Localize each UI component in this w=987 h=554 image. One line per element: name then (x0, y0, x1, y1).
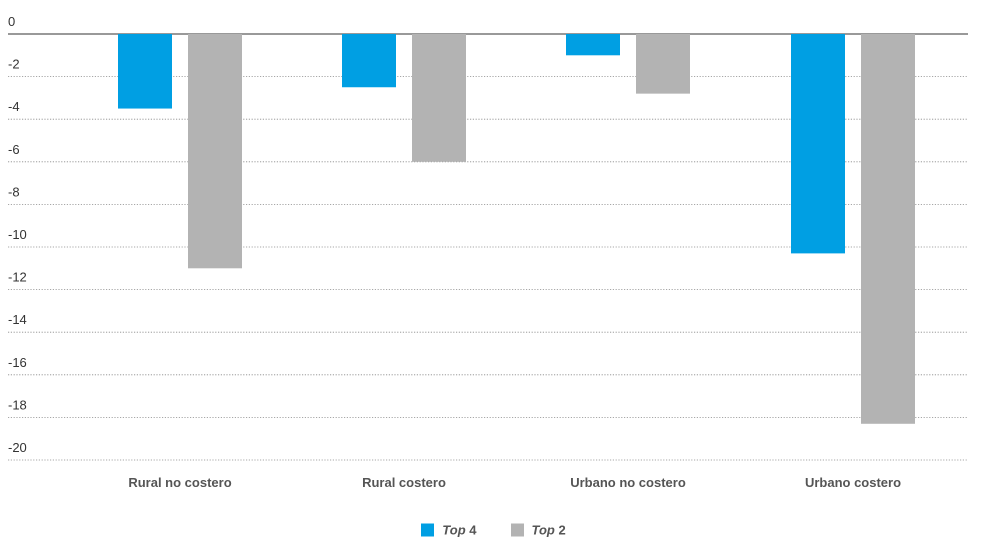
legend-item-top-4: Top 4 (421, 523, 477, 538)
x-category-label: Urbano no costero (570, 475, 686, 490)
y-tick-label: -12 (8, 270, 27, 285)
y-tick-label: -20 (8, 440, 27, 455)
legend-item-top-2: Top 2 (510, 523, 566, 538)
bar-top-4-rural-no-costero (118, 34, 172, 109)
bars (118, 34, 915, 424)
y-tick-label: -10 (8, 227, 27, 242)
bar-top-4-urbano-costero (791, 34, 845, 254)
x-axis-category-labels: Rural no costero Rural costero Urbano no c… (128, 475, 901, 490)
y-tick-label: -14 (8, 312, 27, 327)
y-tick-label: -16 (8, 355, 27, 370)
y-axis-tick-labels: 0 -2 -4 -6 -8 -10 -12 -14 -16 -18 -20 (8, 14, 27, 455)
x-category-label: Rural no costero (128, 475, 231, 490)
legend-swatch-top-4 (421, 523, 435, 537)
x-category-label: Urbano costero (805, 475, 901, 490)
y-tick-label: -4 (8, 99, 20, 114)
bar-top-4-urbano-no-costero (566, 34, 620, 56)
x-category-label: Rural costero (362, 475, 446, 490)
legend-label-top-2-suffix: 2 (558, 522, 566, 538)
bar-top-2-rural-costero (412, 34, 466, 162)
legend-label-top-4-suffix: 4 (469, 522, 477, 538)
bar-top-4-rural-costero (342, 34, 396, 88)
bar-top-2-urbano-costero (861, 34, 915, 424)
y-tick-label: -8 (8, 184, 20, 199)
legend-label-top-2-prefix: Top (531, 522, 555, 538)
bar-top-2-rural-no-costero (188, 34, 242, 269)
legend-label-top-2: Top 2 (532, 523, 566, 538)
bar-top-2-urbano-no-costero (636, 34, 690, 94)
y-tick-label: -6 (8, 142, 20, 157)
y-tick-label: -2 (8, 57, 20, 72)
y-tick-label: -18 (8, 397, 27, 412)
legend-label-top-4: Top 4 (442, 523, 476, 538)
legend: Top 4 Top 2 (0, 523, 987, 538)
legend-label-top-4-prefix: Top (442, 522, 466, 538)
legend-swatch-top-2 (510, 523, 524, 537)
y-tick-label: 0 (8, 14, 15, 29)
